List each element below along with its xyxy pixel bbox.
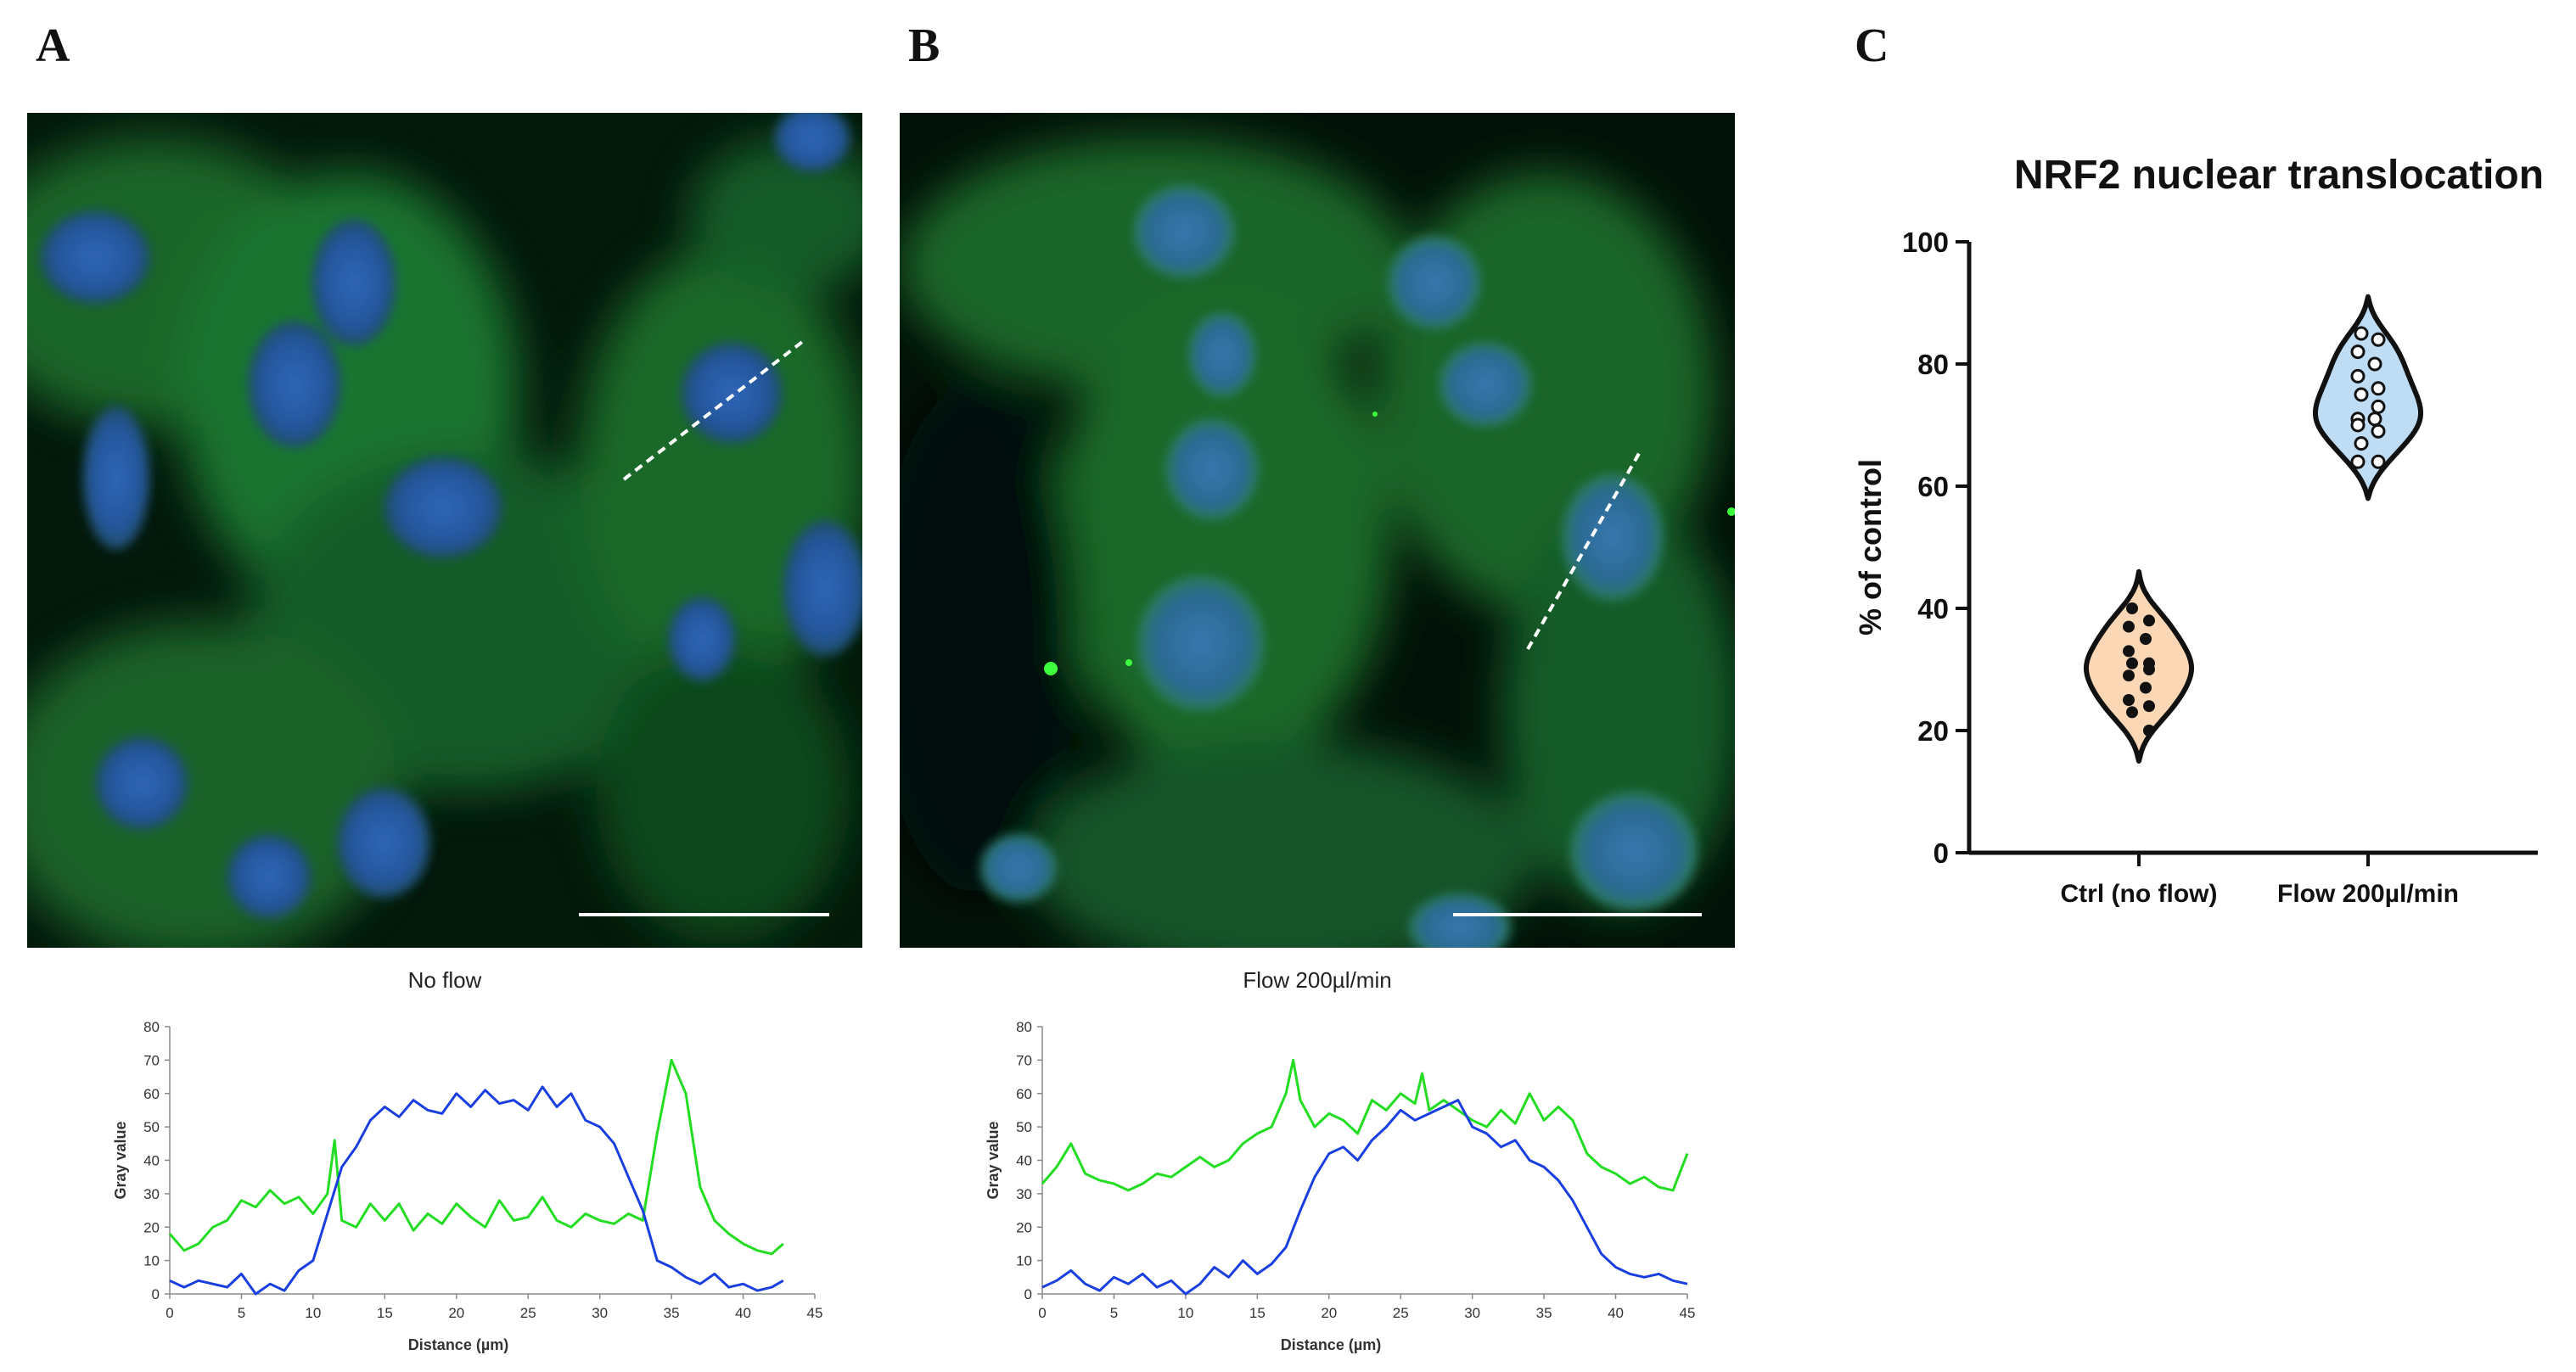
- micrograph-a-image: [27, 113, 862, 948]
- y-tick-label: 30: [1016, 1186, 1032, 1202]
- caption-flow: Flow 200µl/min: [1243, 967, 1392, 993]
- series-line-blue: [1041, 1099, 1688, 1296]
- line-scan-marker: [622, 338, 807, 481]
- x-tick-label: 30: [1464, 1305, 1480, 1321]
- y-axis-label: % of control: [1853, 459, 1888, 636]
- data-point: [2371, 399, 2386, 414]
- x-tick-label: 25: [520, 1305, 536, 1321]
- x-tick-label: 15: [1249, 1305, 1266, 1321]
- x-axis-label: Distance (µm): [408, 1336, 508, 1353]
- y-tick-label: 0: [1933, 837, 1949, 869]
- y-tick-label: 60: [1016, 1086, 1032, 1102]
- y-axis-label: Gray value: [985, 1121, 1002, 1199]
- x-tick-label: 15: [377, 1305, 393, 1321]
- data-point: [2354, 387, 2369, 402]
- y-tick-label: 40: [1917, 593, 1949, 624]
- y-tick-label: 60: [1917, 471, 1949, 502]
- data-point: [2140, 633, 2152, 645]
- data-point: [2123, 669, 2135, 682]
- data-point: [2123, 645, 2135, 658]
- y-tick-label: 10: [143, 1253, 160, 1269]
- x-tick-label: Flow 200µl/min: [2277, 880, 2459, 908]
- x-tick-label: 35: [1536, 1305, 1552, 1321]
- data-point: [2371, 381, 2386, 396]
- data-point: [2354, 436, 2369, 451]
- series-line-green: [1041, 1058, 1689, 1192]
- panel-letter-c: C: [1855, 20, 1889, 72]
- x-tick-label: Ctrl (no flow): [2061, 880, 2218, 908]
- series-line-green: [168, 1058, 784, 1256]
- x-tick-label: 30: [592, 1305, 608, 1321]
- data-point: [2140, 681, 2152, 694]
- data-point: [2126, 657, 2138, 669]
- caption-no-flow: No flow: [407, 967, 482, 993]
- x-tick-label: 10: [1177, 1305, 1193, 1321]
- y-tick-label: 70: [143, 1052, 160, 1068]
- y-tick-label: 80: [143, 1019, 160, 1035]
- x-tick-label: 5: [238, 1305, 245, 1321]
- x-tick-label: 35: [664, 1305, 680, 1321]
- panel-letter-b: B: [908, 20, 940, 72]
- violin-body: [2313, 294, 2423, 501]
- y-tick-label: 50: [1016, 1119, 1032, 1135]
- y-tick-label: 50: [143, 1119, 160, 1135]
- y-tick-label: 60: [143, 1086, 160, 1102]
- intensity-profile-flow: 0 10 20 30 40 50 60 70 80 0 5 10 15 20 25 30 35 40 45 Dista…: [985, 1019, 1696, 1353]
- x-tick-label: 25: [1393, 1305, 1409, 1321]
- x-tick-label: 0: [166, 1305, 173, 1321]
- x-tick-label: 45: [807, 1305, 823, 1321]
- y-tick-label: 40: [1016, 1153, 1032, 1169]
- x-tick-label: 0: [1038, 1305, 1046, 1321]
- data-point: [2371, 423, 2386, 439]
- y-tick-label: 20: [1016, 1219, 1032, 1235]
- data-point: [2143, 664, 2155, 675]
- y-tick-label: 20: [1917, 715, 1949, 747]
- violin-chart-nrf2: NRF2 nuclear translocation 0 20 40 60 80 100 % …: [1853, 153, 2544, 908]
- line-scan-marker: [1526, 450, 1642, 650]
- chart-title: NRF2 nuclear translocation: [2014, 153, 2544, 198]
- x-axis-label: Distance (µm): [1281, 1336, 1381, 1353]
- y-tick-label: 100: [1902, 227, 1949, 258]
- data-point: [2123, 694, 2135, 706]
- x-tick-label: 20: [1321, 1305, 1337, 1321]
- y-tick-label: 40: [143, 1153, 160, 1169]
- y-tick-label: 20: [143, 1219, 160, 1235]
- data-point: [2126, 602, 2138, 614]
- data-point: [2371, 332, 2386, 347]
- micrograph-flow: [900, 113, 1735, 948]
- data-point: [2143, 614, 2155, 627]
- data-point: [2123, 620, 2135, 633]
- y-tick-label: 70: [1016, 1052, 1032, 1068]
- data-point: [2126, 706, 2138, 719]
- y-tick-label: 0: [152, 1286, 160, 1302]
- y-tick-label: 0: [1024, 1286, 1032, 1302]
- y-tick-label: 30: [143, 1186, 160, 1202]
- x-tick-label: 20: [448, 1305, 464, 1321]
- y-tick-label: 80: [1917, 349, 1949, 380]
- data-point: [2350, 368, 2366, 384]
- micrograph-b-image: [900, 113, 1735, 948]
- x-tick-label: 10: [305, 1305, 321, 1321]
- x-tick-label: 40: [735, 1305, 751, 1321]
- data-point: [2143, 725, 2155, 736]
- intensity-profile-no-flow: 0 10 20 30 40 50 60 70 80 0 5 10 15 20 25 30 35 40 45 Dista…: [112, 1019, 823, 1353]
- series-line-blue: [169, 1085, 784, 1296]
- data-point: [2350, 344, 2366, 360]
- data-point: [2371, 454, 2386, 469]
- data-point: [2143, 700, 2155, 713]
- micrograph-no-flow: [27, 113, 862, 948]
- panel-letter-a: A: [36, 20, 70, 72]
- data-point: [2367, 412, 2382, 427]
- data-point: [2367, 356, 2382, 372]
- data-point: [2350, 454, 2366, 469]
- data-point: [2354, 326, 2369, 341]
- y-tick-label: 10: [1016, 1253, 1032, 1269]
- violin-body: [2084, 568, 2194, 764]
- y-axis-label: Gray value: [112, 1121, 129, 1199]
- x-tick-label: 5: [1110, 1305, 1118, 1321]
- x-tick-label: 40: [1608, 1305, 1624, 1321]
- y-tick-label: 80: [1016, 1019, 1032, 1035]
- x-tick-label: 45: [1680, 1305, 1696, 1321]
- data-point: [2350, 417, 2366, 433]
